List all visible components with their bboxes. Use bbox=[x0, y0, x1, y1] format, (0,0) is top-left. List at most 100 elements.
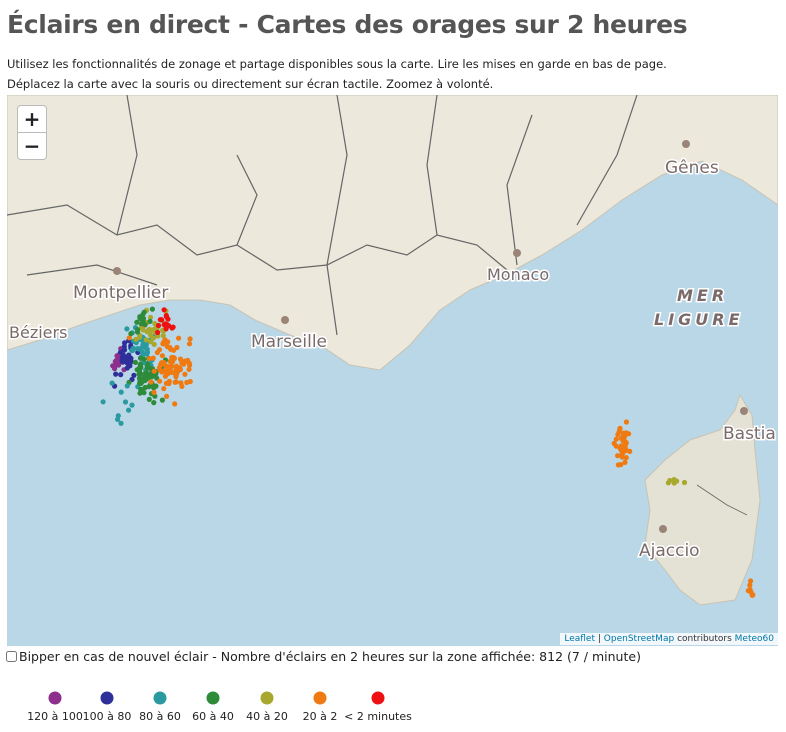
legend-swatch bbox=[313, 691, 327, 705]
lightning-strike bbox=[126, 335, 132, 341]
lightning-strike bbox=[155, 329, 161, 336]
legend-label: 80 à 60 bbox=[139, 710, 181, 723]
legend-label: < 2 minutes bbox=[344, 710, 412, 723]
intro-line: Déplacez la carte avec la souris ou dire… bbox=[7, 77, 494, 91]
lightning-strike bbox=[112, 358, 118, 365]
zoom-out[interactable]: − bbox=[17, 132, 47, 160]
legend-swatch bbox=[206, 691, 220, 705]
lightning-strike bbox=[747, 582, 753, 588]
legend-swatch bbox=[153, 691, 167, 705]
lightning-strike bbox=[615, 462, 622, 468]
lightning-strike bbox=[151, 389, 157, 395]
place-label: MER bbox=[677, 286, 728, 305]
lightning-strike bbox=[135, 327, 141, 333]
lightning-strike bbox=[141, 356, 147, 362]
lightning-strike bbox=[110, 363, 116, 369]
lightning-strike bbox=[162, 337, 168, 343]
lightning-strike bbox=[151, 341, 157, 347]
legend-label: 60 à 40 bbox=[192, 710, 234, 723]
lightning-strike bbox=[148, 379, 154, 385]
lightning-strike bbox=[119, 357, 125, 363]
lightning-strike bbox=[109, 380, 115, 386]
lightning-strike bbox=[137, 390, 143, 396]
lightning-strike bbox=[139, 349, 145, 355]
lightning-strike bbox=[150, 355, 156, 361]
lightning-strike bbox=[623, 430, 629, 436]
beep-option[interactable]: Bipper en cas de nouvel éclair - Nombre … bbox=[6, 649, 641, 664]
lightning-strike bbox=[156, 347, 163, 353]
lightning-strike bbox=[147, 318, 153, 324]
lightning-strike bbox=[157, 378, 163, 384]
attr-text: contributors bbox=[677, 634, 732, 644]
lightning-strike bbox=[159, 369, 165, 375]
place-label: LIGURE bbox=[654, 310, 744, 329]
lightning-strike bbox=[161, 386, 167, 392]
legend-label: 40 à 20 bbox=[246, 710, 288, 723]
beep-checkbox[interactable] bbox=[6, 651, 17, 662]
attr-link[interactable]: OpenStreetMap bbox=[603, 634, 675, 644]
lightning-strike bbox=[745, 588, 751, 594]
lightning-strike bbox=[124, 365, 130, 371]
legend-label: 120 à 100 bbox=[27, 710, 83, 723]
lightning-strike bbox=[144, 365, 150, 371]
lightning-strike bbox=[118, 372, 124, 378]
lightning-strike bbox=[681, 479, 688, 486]
lightning-strike bbox=[171, 355, 177, 361]
lightning-strike bbox=[137, 380, 143, 386]
lightning-strike bbox=[133, 336, 139, 342]
lightning-strike bbox=[141, 390, 147, 396]
lightning-strike bbox=[131, 372, 137, 378]
lightning-strike bbox=[613, 443, 619, 449]
lightning-strike bbox=[100, 399, 106, 405]
lightning-strike bbox=[618, 435, 625, 441]
lightning-strike bbox=[143, 337, 149, 343]
lightning-strike bbox=[128, 359, 134, 365]
lightning-strike bbox=[124, 326, 130, 332]
legend-swatch bbox=[48, 691, 62, 705]
mainland bbox=[7, 95, 778, 371]
lightning-strike bbox=[140, 327, 146, 333]
lightning-strike bbox=[623, 419, 630, 425]
lightning-strike bbox=[178, 380, 184, 386]
lightning-strike bbox=[149, 306, 155, 312]
lightning-strike bbox=[176, 335, 182, 341]
lightning-strike bbox=[113, 371, 119, 377]
lightning-strike bbox=[122, 347, 128, 353]
attr-link[interactable]: Leaflet bbox=[564, 634, 595, 644]
lightning-strike bbox=[163, 363, 169, 369]
legend-swatch bbox=[371, 691, 385, 705]
zoom-in[interactable]: + bbox=[17, 105, 47, 133]
lightning-strike bbox=[141, 309, 147, 315]
city-dots bbox=[113, 140, 748, 533]
legend-swatch bbox=[260, 691, 274, 705]
lightning-strike bbox=[146, 356, 152, 362]
lightning-strike bbox=[627, 448, 633, 454]
lightning-strike bbox=[623, 455, 629, 461]
lightning-strike bbox=[115, 413, 121, 419]
lightning-strike bbox=[124, 383, 130, 389]
lightning-strike bbox=[134, 319, 140, 325]
lightning-strike bbox=[148, 339, 154, 345]
lightning-strike bbox=[137, 316, 143, 322]
map[interactable]: Montpellier Béziers Marseille Monaco Gênes ME… bbox=[7, 95, 778, 646]
lightning-strike bbox=[174, 344, 180, 351]
lightning-strike bbox=[622, 444, 628, 450]
lightning-strike bbox=[186, 366, 192, 372]
lightning-strike bbox=[161, 307, 167, 313]
lightning-strike bbox=[186, 341, 193, 347]
lightning-strike bbox=[118, 389, 124, 395]
place-label: Béziers bbox=[9, 323, 67, 342]
lightning-strike bbox=[665, 480, 672, 486]
lightning-strike bbox=[619, 454, 625, 460]
lightning-strike bbox=[187, 378, 193, 385]
borders bbox=[7, 95, 748, 516]
lightning-strike bbox=[126, 407, 132, 413]
lightning-strike bbox=[182, 371, 188, 377]
lightning-strike bbox=[141, 374, 148, 380]
attribution: Leaflet | OpenStreetMap contributors Met… bbox=[560, 633, 778, 645]
lightning-strike bbox=[172, 371, 178, 377]
attr-link[interactable]: Meteo60 bbox=[734, 634, 774, 644]
lightning-strike bbox=[615, 431, 621, 438]
corsica bbox=[644, 393, 761, 606]
lightning-strike bbox=[172, 401, 178, 407]
